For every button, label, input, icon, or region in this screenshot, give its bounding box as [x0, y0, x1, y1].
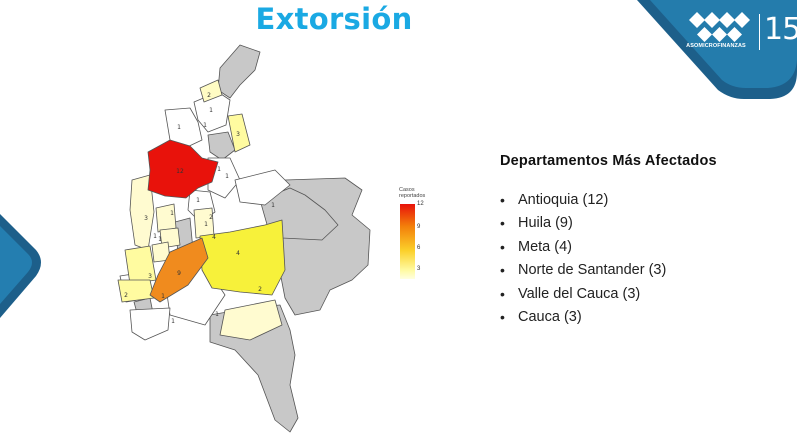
map-label: 3 [236, 131, 240, 138]
map-label: 1 [153, 233, 157, 240]
list-item-text: Huila (9) [518, 215, 573, 232]
map-label: 1 [225, 173, 229, 180]
affected-departments-panel: Departamentos Más Afectados • Antioquia (… [500, 153, 790, 329]
map-label: 2 [124, 292, 128, 299]
region-casanare [234, 169, 291, 206]
list-item: • Valle del Cauca (3) [500, 285, 641, 302]
legend-tick: 12 [417, 201, 424, 207]
map-label: 3 [148, 273, 152, 280]
region-huila [149, 237, 209, 303]
region-norte-santander [227, 113, 251, 153]
map-label: 1 [196, 197, 200, 204]
logo-anniversary: 15 [764, 12, 797, 47]
list-item: • Cauca (3) [500, 308, 582, 325]
region-guaviare [219, 299, 283, 341]
map-label: 1 [161, 293, 165, 300]
legend-tick: 3 [417, 266, 421, 272]
map-label: 2 [209, 214, 213, 221]
region-putumayo [129, 307, 171, 341]
list-item-text: Cauca (3) [518, 308, 582, 325]
legend-title-line1: Casos [399, 187, 415, 193]
map-label: 1 [217, 166, 221, 173]
region-santander [207, 131, 236, 161]
region-antioquia [147, 139, 219, 199]
map-label: 9 [177, 270, 181, 277]
map-label: 4 [236, 250, 240, 257]
departments-list: • Antioquia (12) • Huila (9) • Meta (4) • No… [500, 189, 790, 329]
list-item: • Meta (4) [500, 238, 572, 255]
map-label: 12 [176, 168, 184, 175]
region-meta [199, 219, 286, 296]
logo-separator [759, 14, 760, 50]
page-title: Extorsión [255, 2, 413, 36]
map-label: 1 [203, 122, 207, 129]
panel-heading: Departamentos Más Afectados [500, 153, 717, 169]
map-label: 1 [204, 221, 208, 228]
map-label: 2 [258, 286, 262, 293]
map-label: 1 [209, 107, 213, 114]
legend-tick: 9 [417, 224, 421, 230]
list-item-text: Valle del Cauca (3) [518, 285, 641, 302]
colombia-map: 2 1 1 1 1 3 12 1 1 1 1 1 1 3 4 2 1 4 3 9… [117, 44, 371, 433]
legend-tick: 6 [417, 245, 421, 251]
map-label: 3 [144, 215, 148, 222]
list-item: • Norte de Santander (3) [500, 262, 667, 279]
map-label: 1 [271, 202, 275, 209]
map-label: 1 [177, 124, 181, 131]
logo-brand-text: ASOMICROFINANZAS [686, 43, 746, 49]
legend-color-bar [400, 204, 415, 279]
region-guajira [217, 44, 261, 99]
list-item-text: Meta (4) [518, 238, 572, 255]
legend-title: Casos reportados [399, 187, 425, 199]
map-label: 1 [170, 210, 174, 217]
logo-icon [689, 12, 750, 42]
list-item-text: Norte de Santander (3) [518, 262, 667, 279]
legend-title-line2: reportados [399, 193, 426, 199]
map-label: 1 [158, 236, 162, 243]
map-label: 1 [215, 311, 219, 318]
map-label: 4 [212, 234, 216, 241]
list-item: • Huila (9) [500, 215, 573, 232]
list-item-text: Antioquia (12) [518, 192, 609, 208]
map-label: 1 [171, 318, 175, 325]
map-label: 2 [207, 92, 211, 99]
list-item: • Antioquia (12) [500, 192, 609, 208]
region-risaralda [155, 203, 177, 233]
region-magdalena [199, 79, 223, 103]
